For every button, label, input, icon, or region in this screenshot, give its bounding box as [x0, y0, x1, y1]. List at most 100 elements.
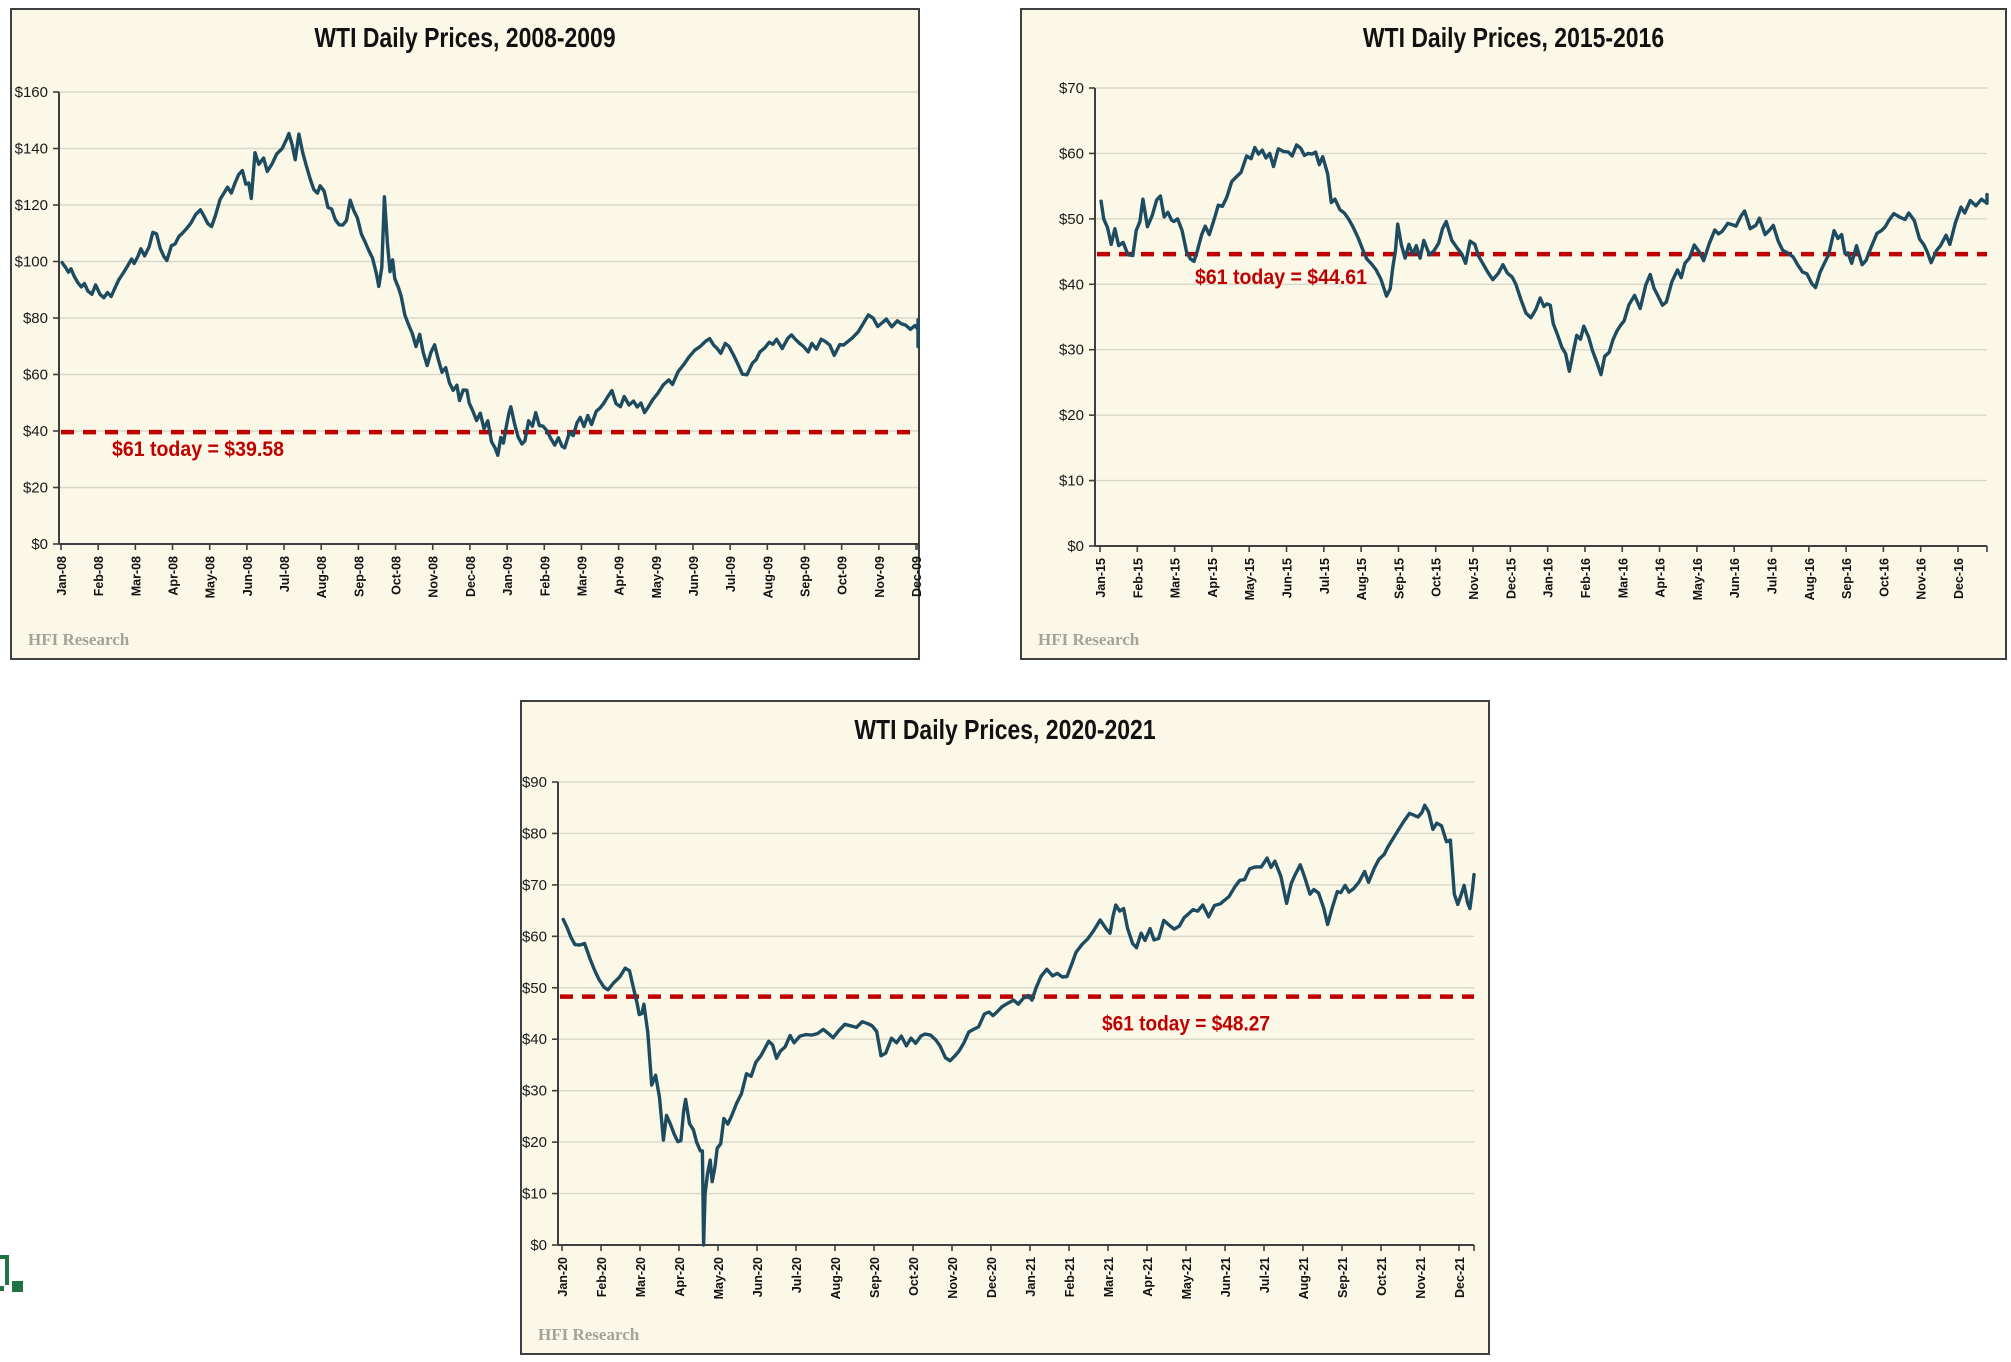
x-tick-label: Feb-21	[1063, 1257, 1077, 1297]
x-tick-label: Mar-20	[634, 1257, 648, 1297]
y-tick-label: $70	[1059, 80, 1084, 97]
x-axis-labels: Jan-20 Feb-20 Mar-20 Apr-20 May-20 Jun-20 Jul-…	[556, 1257, 1467, 1299]
x-tick-label: Nov-20	[946, 1257, 960, 1299]
x-tick-label: Aug-09	[761, 556, 775, 598]
chart-wti-2015-2016: $0 $10 $20 $30 $40 $50 $60 $70 Jan-15 Feb-15 Mar-1…	[1020, 8, 2007, 660]
x-tick-label: Jun-09	[687, 556, 701, 596]
x-tick-label: Feb-20	[595, 1257, 609, 1297]
y-tick-label: $60	[23, 367, 48, 384]
x-tick-label: Mar-08	[129, 556, 143, 596]
x-tick-label: Jan-08	[55, 556, 69, 596]
plot-2020-2021: $0 $10 $20 $30 $40 $50 $60 $70 $80 $90 Jan-20 Feb-2…	[522, 774, 1476, 1299]
x-tick-label: Dec-15	[1504, 558, 1518, 599]
x-tick-label: Aug-16	[1803, 558, 1817, 600]
x-tick-label: Mar-16	[1616, 558, 1630, 598]
x-tick-label: Jul-15	[1318, 558, 1332, 594]
price-line	[561, 803, 1476, 1247]
y-tick-label: $70	[522, 877, 547, 894]
y-tick-label: $10	[1059, 473, 1084, 490]
y-tick-label: $50	[522, 980, 547, 997]
reference-label: $61 today = $39.58	[112, 438, 284, 461]
x-tick-label: Sep-16	[1840, 558, 1854, 599]
clipped-app-icon-fragment	[0, 1255, 9, 1259]
x-tick-label: Oct-16	[1877, 558, 1891, 597]
x-tick-label: Oct-09	[836, 556, 850, 595]
y-tick-label: $0	[1067, 538, 1084, 555]
y-tick-label: $0	[31, 536, 48, 553]
y-tick-label: $20	[1059, 407, 1084, 424]
x-tick-label: Sep-15	[1392, 558, 1406, 599]
y-tick-label: $60	[522, 928, 547, 945]
x-tick-label: Jun-20	[751, 1257, 765, 1297]
y-tick-label: $140	[15, 141, 48, 158]
x-tick-label: Nov-21	[1414, 1257, 1428, 1299]
x-tick-label: Apr-09	[613, 556, 627, 596]
y-tick-label: $40	[522, 1031, 547, 1048]
y-tick-label: $20	[522, 1134, 547, 1151]
x-tick-label: Jun-21	[1219, 1257, 1233, 1297]
x-tick-label: Oct-21	[1375, 1257, 1389, 1296]
x-axis-labels: Jan-15 Feb-15 Mar-15 Apr-15 May-15 Jun-15 Jul-…	[1094, 558, 1966, 600]
x-tick-label: Feb-09	[538, 556, 552, 596]
x-tick-label: Nov-16	[1915, 558, 1929, 600]
clipped-app-icon-fragment	[5, 1255, 9, 1285]
x-tick-label: May-08	[204, 556, 218, 598]
x-tick-label: Apr-15	[1206, 558, 1220, 598]
x-axis-ticks	[60, 544, 919, 550]
y-tick-label: $50	[1059, 211, 1084, 228]
x-tick-label: Oct-15	[1430, 558, 1444, 597]
x-tick-label: Apr-16	[1654, 558, 1668, 598]
x-tick-label: Jun-15	[1281, 558, 1295, 598]
x-axis-ticks	[1099, 546, 1988, 552]
x-tick-label: Jun-16	[1728, 558, 1742, 598]
y-tick-label: $30	[1059, 342, 1084, 359]
x-tick-label: Dec-20	[985, 1257, 999, 1298]
y-tick-label: $20	[23, 480, 48, 497]
y-tick-label: $120	[15, 197, 48, 214]
reference-label: $61 today = $44.61	[1195, 266, 1367, 289]
x-tick-label: Jun-08	[241, 556, 255, 596]
y-tick-label: $40	[1059, 276, 1084, 293]
x-tick-label: Apr-21	[1141, 1257, 1155, 1297]
y-tick-label: $0	[530, 1237, 547, 1254]
x-tick-label: Jul-08	[278, 556, 292, 592]
x-tick-label: May-20	[712, 1257, 726, 1299]
y-tick-label: $160	[15, 84, 48, 101]
x-tick-label: Aug-15	[1355, 558, 1369, 600]
y-tick-label: $80	[23, 310, 48, 327]
x-tick-label: Mar-21	[1102, 1257, 1116, 1297]
x-tick-label: Jan-09	[501, 556, 515, 596]
x-tick-label: May-21	[1180, 1257, 1194, 1299]
y-axis-labels: $0 $20 $40 $60 $80 $100 $120 $140 $160	[15, 84, 59, 553]
x-tick-label: Jan-21	[1024, 1257, 1038, 1297]
x-tick-label: Aug-08	[315, 556, 329, 598]
chart-title: WTI Daily Prices, 2008-2009	[314, 22, 616, 53]
source-watermark: HFI Research	[28, 630, 130, 649]
y-tick-label: $80	[522, 825, 547, 842]
clipped-app-icon-fragment	[12, 1281, 23, 1292]
y-axis-labels: $0 $10 $20 $30 $40 $50 $60 $70 $80 $90	[522, 774, 558, 1254]
x-tick-label: May-16	[1691, 558, 1705, 600]
x-tick-label: Dec-09	[910, 556, 922, 597]
source-watermark: HFI Research	[538, 1325, 640, 1344]
x-tick-label: Jul-09	[724, 556, 738, 592]
chart-title: WTI Daily Prices, 2020-2021	[854, 714, 1156, 745]
x-tick-label: Aug-21	[1297, 1257, 1311, 1299]
x-tick-label: Jul-20	[790, 1257, 804, 1293]
x-tick-label: Nov-15	[1467, 558, 1481, 600]
x-axis-ticks	[561, 1245, 1475, 1251]
x-tick-label: Nov-08	[427, 556, 441, 598]
x-tick-label: Mar-15	[1169, 558, 1183, 598]
y-axis-labels: $0 $10 $20 $30 $40 $50 $60 $70	[1059, 80, 1095, 555]
x-tick-label: Sep-08	[352, 556, 366, 597]
axes	[1094, 88, 1987, 547]
chart-wti-2020-2021: $0 $10 $20 $30 $40 $50 $60 $70 $80 $90 Jan-20 Feb-2…	[520, 700, 1490, 1355]
x-tick-label: Jan-20	[556, 1257, 570, 1297]
x-tick-label: Apr-08	[167, 556, 181, 596]
x-tick-label: Sep-20	[868, 1257, 882, 1298]
x-tick-label: Dec-21	[1453, 1257, 1467, 1298]
x-tick-label: Apr-20	[673, 1257, 687, 1297]
source-watermark: HFI Research	[1038, 630, 1140, 649]
y-tick-label: $30	[522, 1083, 547, 1100]
